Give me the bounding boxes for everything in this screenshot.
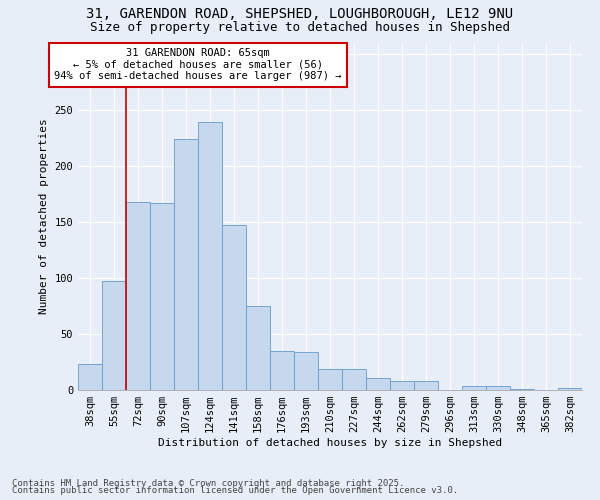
Bar [486, 386, 510, 390]
Bar [222, 225, 246, 390]
Bar [150, 203, 174, 390]
X-axis label: Distribution of detached houses by size in Shepshed: Distribution of detached houses by size … [158, 438, 502, 448]
Bar [246, 306, 270, 390]
Bar [414, 381, 438, 390]
Text: 31 GARENDON ROAD: 65sqm
← 5% of detached houses are smaller (56)
94% of semi-det: 31 GARENDON ROAD: 65sqm ← 5% of detached… [54, 48, 342, 82]
Text: Contains HM Land Registry data © Crown copyright and database right 2025.: Contains HM Land Registry data © Crown c… [12, 478, 404, 488]
Y-axis label: Number of detached properties: Number of detached properties [39, 118, 49, 314]
Bar [390, 381, 414, 390]
Bar [78, 364, 102, 390]
Bar [102, 282, 126, 390]
Text: Contains public sector information licensed under the Open Government Licence v3: Contains public sector information licen… [12, 486, 458, 495]
Bar [366, 378, 390, 390]
Bar [126, 202, 150, 390]
Bar [174, 139, 198, 390]
Bar [198, 122, 222, 390]
Bar [462, 386, 486, 390]
Text: 31, GARENDON ROAD, SHEPSHED, LOUGHBOROUGH, LE12 9NU: 31, GARENDON ROAD, SHEPSHED, LOUGHBOROUG… [86, 8, 514, 22]
Bar [270, 351, 294, 390]
Bar [294, 352, 318, 390]
Text: Size of property relative to detached houses in Shepshed: Size of property relative to detached ho… [90, 21, 510, 34]
Bar [510, 389, 534, 390]
Bar [558, 388, 582, 390]
Bar [318, 368, 342, 390]
Bar [342, 368, 366, 390]
